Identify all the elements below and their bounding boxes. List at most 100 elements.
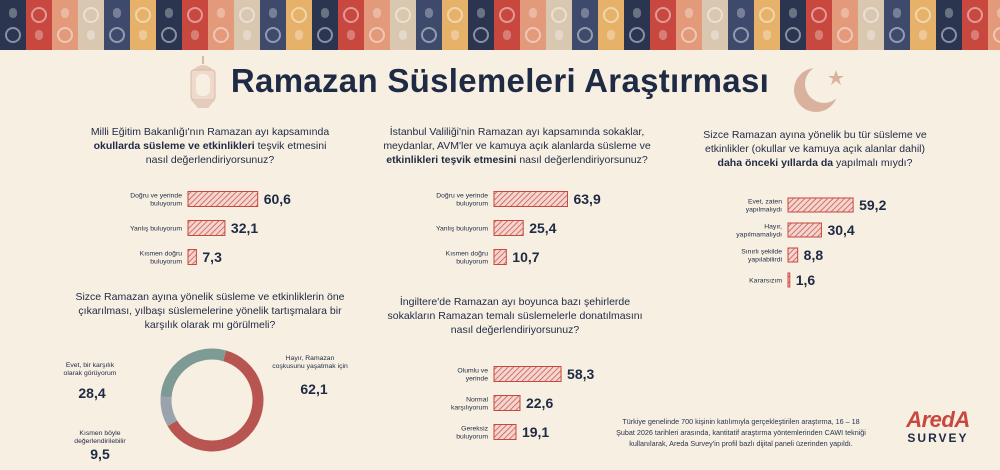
- slice-label: Evet, bir karşılık: [66, 362, 115, 369]
- bar: [493, 366, 562, 382]
- question-2-line1: İstanbul Valiliği'nin Ramazan ayı kapsam…: [389, 126, 645, 138]
- slice-label: coşkusunu yaşatmak için: [272, 363, 348, 370]
- question-1-line2: okullarda süsleme ve etkinlikleri teşvik…: [93, 140, 327, 152]
- donut-slice: [160, 396, 178, 427]
- banner-tile: [26, 0, 52, 50]
- category-label: Normal: [466, 397, 488, 404]
- banner-tile: [130, 0, 156, 50]
- bar: [493, 424, 517, 440]
- question-2-line2: meydanlar, AVM'ler ve kamuya açık alanla…: [383, 140, 651, 152]
- banner-tile: [936, 0, 962, 50]
- crescent-moon-icon: [794, 65, 844, 112]
- banner-tile: [416, 0, 442, 50]
- banner-tile: [858, 0, 884, 50]
- banner-tile: [494, 0, 520, 50]
- banner-tile: [468, 0, 494, 50]
- slice-value: 62,1: [300, 381, 327, 397]
- bar: [187, 220, 226, 236]
- category-label: buluyorum: [456, 201, 488, 208]
- category-label: buluyorum: [456, 259, 488, 266]
- value-label: 19,1: [522, 424, 549, 440]
- slice-value: 28,4: [78, 385, 105, 401]
- category-label: yapılabilirdi: [748, 257, 782, 264]
- banner-tile: [104, 0, 130, 50]
- banner-tile: [988, 0, 1000, 50]
- category-label: Gereksiz: [461, 426, 488, 433]
- banner-tile: [0, 0, 26, 50]
- banner-tile: [676, 0, 702, 50]
- banner-tile: [208, 0, 234, 50]
- lantern-icon: [190, 56, 216, 108]
- bar: [493, 191, 568, 207]
- question-3-line1: Sizce Ramazan ayına yönelik bu tür süsle…: [703, 129, 927, 141]
- question-1-line3: nasıl değerlendiriyorsunuz?: [145, 154, 275, 166]
- question-1-text: Milli Eğitim Bakanlığı'nın Ramazan ayı k…: [70, 125, 350, 167]
- methodology-line2: Şubat 2026 tarihleri arasında, kantitati…: [616, 428, 866, 437]
- banner-tile: [312, 0, 338, 50]
- category-label: karşılıyorum: [451, 405, 488, 412]
- banner-tile: [442, 0, 468, 50]
- methodology-line3: kullanılarak, Areda Survey'in profil baz…: [629, 439, 853, 448]
- bar: [787, 272, 791, 288]
- banner-tile: [598, 0, 624, 50]
- bar: [493, 220, 524, 236]
- value-label: 1,6: [796, 272, 816, 288]
- value-label: 32,1: [231, 220, 258, 236]
- logo-wordmark: AredA: [906, 407, 970, 432]
- value-label: 60,6: [264, 191, 291, 207]
- question-2-line3: etkinlikleri teşvik etmesini nasıl değer…: [386, 154, 648, 166]
- banner-tile: [884, 0, 910, 50]
- banner-tile: [338, 0, 364, 50]
- donut-slice: [160, 348, 227, 398]
- question-5-line3: nasıl değerlendiriyorsunuz?: [450, 324, 580, 336]
- slice-label: değerlendirilebilir: [74, 438, 126, 445]
- bar: [187, 191, 259, 207]
- category-label: Kararsızım: [749, 278, 782, 285]
- banner-tile: [390, 0, 416, 50]
- question-3-line2: etkinlikler (okullar ve kamuya açık alan…: [704, 143, 925, 155]
- banner-tile: [234, 0, 260, 50]
- question-4-text: Sizce Ramazan ayına yönelik süsleme ve e…: [60, 290, 360, 332]
- category-label: Olumlu ve: [457, 368, 488, 375]
- banner-tile: [650, 0, 676, 50]
- category-label: Doğru ve yerinde: [436, 193, 488, 200]
- banner-tile: [520, 0, 546, 50]
- question-3-line3: daha önceki yıllarda da yapılmalı mıydı?: [717, 157, 913, 169]
- banner-tile: [260, 0, 286, 50]
- areda-survey-logo: AredA SURVEY: [898, 407, 978, 445]
- value-label: 63,9: [573, 191, 600, 207]
- donut-slice: [167, 350, 264, 452]
- question-1-line1: Milli Eğitim Bakanlığı'nın Ramazan ayı k…: [90, 126, 330, 138]
- question-5-line1: İngiltere'de Ramazan ayı boyunca bazı şe…: [399, 296, 631, 308]
- category-label: Evet, zaten: [748, 199, 782, 206]
- category-label: Doğru ve yerinde: [130, 193, 182, 200]
- banner-tile: [572, 0, 598, 50]
- banner-tile: [910, 0, 936, 50]
- decorative-banner: [0, 0, 1000, 50]
- banner-tile: [780, 0, 806, 50]
- banner-tile: [546, 0, 572, 50]
- bar: [787, 247, 799, 263]
- question-5-text: İngiltere'de Ramazan ayı boyunca bazı şe…: [380, 295, 650, 337]
- value-label: 58,3: [567, 366, 594, 382]
- value-label: 25,4: [529, 220, 556, 236]
- question-5-line2: sokakların Ramazan temalı süslemelerle d…: [387, 310, 643, 322]
- category-label: buluyorum: [150, 201, 182, 208]
- value-label: 30,4: [827, 222, 854, 238]
- bar: [787, 222, 822, 238]
- banner-tile: [52, 0, 78, 50]
- value-label: 22,6: [526, 395, 553, 411]
- banner-tile: [702, 0, 728, 50]
- slice-label: olarak görüyorum: [64, 370, 117, 377]
- banner-tile: [754, 0, 780, 50]
- category-label: Kısmen doğru: [140, 251, 183, 258]
- bar: [787, 197, 854, 213]
- question-4-line3: karşılık olarak mı görülmeli?: [144, 319, 276, 331]
- banner-tile: [286, 0, 312, 50]
- slice-label: Kısmen böyle: [79, 430, 120, 437]
